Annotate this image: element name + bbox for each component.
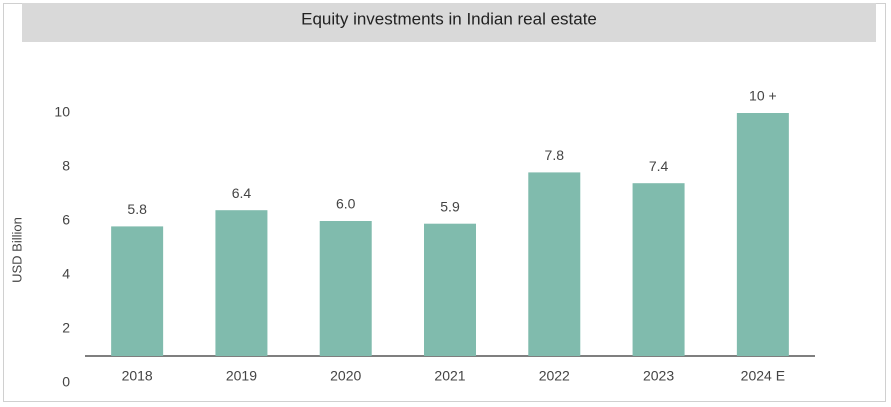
value-label: 6.0 bbox=[336, 196, 356, 212]
y-tick-label: 8 bbox=[62, 158, 70, 174]
bar bbox=[111, 226, 164, 356]
value-label: 6.4 bbox=[232, 185, 252, 201]
value-label: 7.4 bbox=[649, 158, 669, 174]
y-tick-label: 2 bbox=[62, 320, 70, 336]
y-tick-label: 6 bbox=[62, 212, 70, 228]
x-tick-label: 2020 bbox=[330, 368, 361, 384]
bar bbox=[319, 221, 372, 356]
x-tick-label: 2024 E bbox=[741, 368, 785, 384]
y-tick-label: 4 bbox=[62, 266, 70, 282]
bar bbox=[528, 172, 581, 356]
value-label: 10 + bbox=[749, 88, 777, 104]
value-label: 5.8 bbox=[127, 201, 147, 217]
x-tick-label: 2021 bbox=[434, 368, 465, 384]
title-band bbox=[22, 3, 876, 42]
x-tick-label: 2018 bbox=[122, 368, 153, 384]
y-tick-label: 10 bbox=[54, 104, 70, 120]
bar bbox=[632, 183, 685, 356]
y-tick-label: 0 bbox=[62, 374, 70, 390]
value-label: 5.9 bbox=[440, 198, 460, 214]
y-axis-title: USD Billion bbox=[9, 217, 24, 283]
x-tick-label: 2022 bbox=[539, 368, 570, 384]
x-tick-label: 2019 bbox=[226, 368, 257, 384]
chart-title: Equity investments in Indian real estate bbox=[301, 9, 597, 28]
bar bbox=[424, 223, 476, 356]
bar bbox=[215, 210, 268, 356]
x-tick-label: 2023 bbox=[643, 368, 674, 384]
value-label: 7.8 bbox=[545, 147, 565, 163]
bar bbox=[736, 113, 789, 356]
